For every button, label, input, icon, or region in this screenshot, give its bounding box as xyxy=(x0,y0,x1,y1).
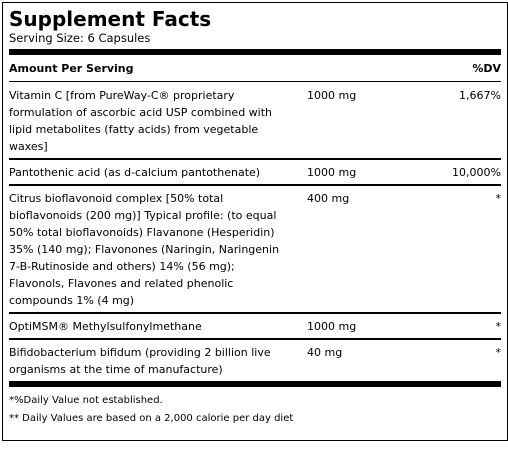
title: Supplement Facts xyxy=(9,7,212,31)
rows: Vitamin C [from PureWay-C® proprietary f… xyxy=(9,82,501,381)
ingredient: OptiMSM® Methylsulfonylmethane xyxy=(9,312,307,339)
nutrient-row: Pantothenic acid (as d-calcium pantothen… xyxy=(9,158,501,185)
footnotes: *%Daily Value not established. ** Daily … xyxy=(9,381,501,428)
amount: 1000 mg xyxy=(307,312,403,339)
column-header: Amount Per Serving xyxy=(9,55,403,82)
column-header: %DV xyxy=(403,55,501,82)
footnote: ** Daily Values are based on a 2,000 cal… xyxy=(9,413,294,424)
nutrient-row: Vitamin C [from PureWay-C® proprietary f… xyxy=(9,82,501,160)
daily-value: * xyxy=(403,338,501,381)
daily-value: 1,667% xyxy=(459,89,501,102)
ingredient: Citrus bioflavonoid complex [50% total b… xyxy=(9,184,307,313)
header-row: Amount Per Serving %DV xyxy=(9,55,501,82)
nutrient-row: OptiMSM® Methylsulfonylmethane 1000 mg * xyxy=(9,312,501,339)
daily-value: 10,000% xyxy=(403,158,501,185)
amount: 40 mg xyxy=(307,338,403,381)
footnote: *%Daily Value not established. xyxy=(9,395,163,406)
supplement-facts-label: Supplement Facts Serving Size: 6 Capsule… xyxy=(2,2,508,441)
facts-table: Amount Per Serving %DV Vitamin C [from P… xyxy=(9,55,501,381)
amount: 1000 mg xyxy=(307,89,357,102)
ingredient: Pantothenic acid (as d-calcium pantothen… xyxy=(9,158,307,185)
amount: 1000 mg xyxy=(307,158,403,185)
serving-size: Serving Size: 6 Capsules xyxy=(9,30,501,55)
amount: 400 mg xyxy=(307,184,403,313)
ingredient: Bifidobacterium bifidum (providing 2 bil… xyxy=(9,338,307,381)
daily-value: * xyxy=(403,184,501,313)
nutrient-row: Citrus bioflavonoid complex [50% total b… xyxy=(9,184,501,313)
daily-value: * xyxy=(403,312,501,339)
ingredient: Vitamin C [from PureWay-C® proprietary f… xyxy=(9,89,273,153)
nutrient-row: Bifidobacterium bifidum (providing 2 bil… xyxy=(9,338,501,381)
